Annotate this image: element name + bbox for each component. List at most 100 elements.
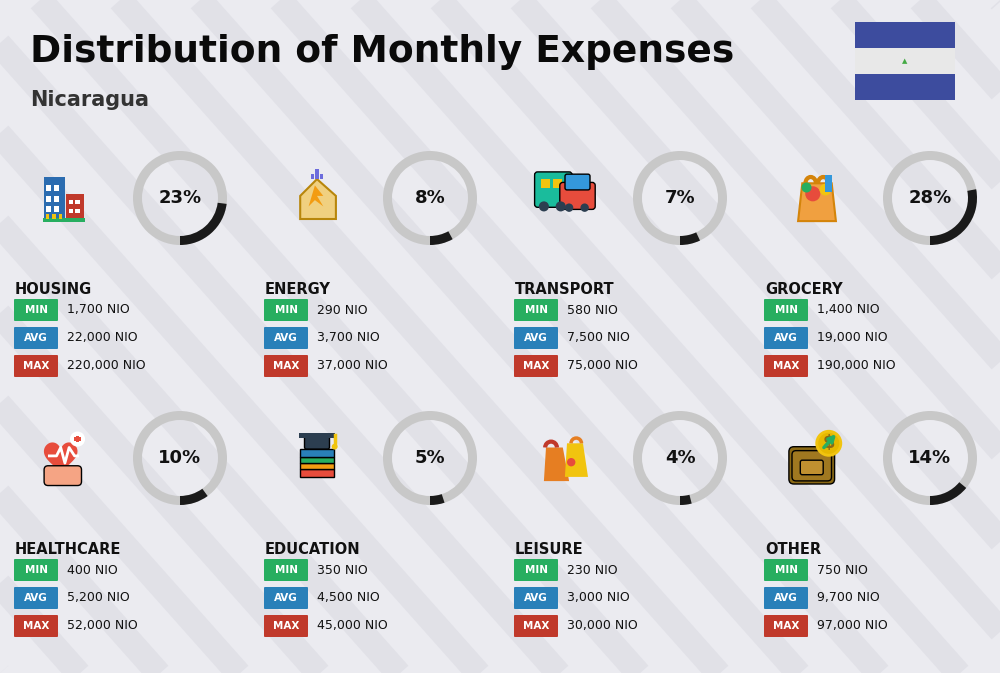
Bar xyxy=(46,207,51,212)
Text: MAX: MAX xyxy=(523,361,549,371)
Text: AVG: AVG xyxy=(24,333,48,343)
FancyBboxPatch shape xyxy=(14,615,58,637)
FancyBboxPatch shape xyxy=(764,299,808,321)
Wedge shape xyxy=(180,203,227,245)
Text: 30,000 NIO: 30,000 NIO xyxy=(567,620,638,633)
FancyBboxPatch shape xyxy=(14,587,58,609)
Text: MIN: MIN xyxy=(24,305,48,315)
Circle shape xyxy=(565,203,573,212)
Bar xyxy=(541,179,550,188)
Text: $: $ xyxy=(823,434,835,452)
Bar xyxy=(52,214,56,219)
Text: 45,000 NIO: 45,000 NIO xyxy=(317,620,388,633)
Bar xyxy=(75,209,80,213)
FancyBboxPatch shape xyxy=(300,449,334,457)
Polygon shape xyxy=(300,179,336,219)
Bar xyxy=(66,194,84,219)
Polygon shape xyxy=(44,442,77,475)
Circle shape xyxy=(801,182,812,192)
Bar xyxy=(320,174,323,178)
Polygon shape xyxy=(544,448,569,481)
Text: MAX: MAX xyxy=(23,621,49,631)
Text: MAX: MAX xyxy=(273,361,299,371)
Bar xyxy=(74,437,81,441)
Text: Nicaragua: Nicaragua xyxy=(30,90,149,110)
Bar xyxy=(43,218,85,222)
Text: 580 NIO: 580 NIO xyxy=(567,304,618,316)
FancyBboxPatch shape xyxy=(514,559,558,581)
Text: MAX: MAX xyxy=(273,621,299,631)
FancyBboxPatch shape xyxy=(514,355,558,377)
FancyBboxPatch shape xyxy=(300,463,334,469)
Text: 350 NIO: 350 NIO xyxy=(317,563,368,577)
Text: ENERGY: ENERGY xyxy=(265,282,331,297)
Text: 5%: 5% xyxy=(415,449,445,467)
FancyBboxPatch shape xyxy=(535,172,572,207)
Bar xyxy=(311,174,314,178)
Wedge shape xyxy=(633,411,727,505)
Text: 3,700 NIO: 3,700 NIO xyxy=(317,332,380,345)
FancyBboxPatch shape xyxy=(264,587,308,609)
Text: AVG: AVG xyxy=(274,593,298,603)
Text: 400 NIO: 400 NIO xyxy=(67,563,118,577)
Bar xyxy=(75,200,80,205)
Bar xyxy=(855,22,955,48)
Bar xyxy=(54,196,59,202)
Bar xyxy=(46,214,49,219)
Text: MAX: MAX xyxy=(523,621,549,631)
Text: AVG: AVG xyxy=(524,593,548,603)
Text: OTHER: OTHER xyxy=(765,542,821,557)
Text: GROCERY: GROCERY xyxy=(765,282,843,297)
Bar xyxy=(825,175,832,192)
Text: 5,200 NIO: 5,200 NIO xyxy=(67,592,130,604)
Text: MIN: MIN xyxy=(774,305,798,315)
Text: HOUSING: HOUSING xyxy=(15,282,92,297)
Text: 9,700 NIO: 9,700 NIO xyxy=(817,592,880,604)
FancyBboxPatch shape xyxy=(560,182,595,209)
FancyBboxPatch shape xyxy=(264,615,308,637)
Text: MAX: MAX xyxy=(23,361,49,371)
Wedge shape xyxy=(430,494,445,505)
Text: MIN: MIN xyxy=(524,305,548,315)
Circle shape xyxy=(332,444,338,450)
Text: 8%: 8% xyxy=(415,189,445,207)
Wedge shape xyxy=(383,151,477,245)
Text: 220,000 NIO: 220,000 NIO xyxy=(67,359,146,372)
Text: 1,700 NIO: 1,700 NIO xyxy=(67,304,130,316)
Polygon shape xyxy=(309,185,323,207)
Text: LEISURE: LEISURE xyxy=(515,542,584,557)
FancyBboxPatch shape xyxy=(44,466,82,485)
Wedge shape xyxy=(680,232,700,245)
Wedge shape xyxy=(180,489,208,505)
FancyBboxPatch shape xyxy=(14,327,58,349)
FancyBboxPatch shape xyxy=(14,355,58,377)
Wedge shape xyxy=(383,411,477,505)
FancyBboxPatch shape xyxy=(514,327,558,349)
Bar xyxy=(69,200,73,205)
Circle shape xyxy=(539,201,549,211)
Bar xyxy=(299,433,335,438)
Wedge shape xyxy=(680,495,692,505)
Text: MAX: MAX xyxy=(773,361,799,371)
Wedge shape xyxy=(930,189,977,245)
Circle shape xyxy=(556,201,566,211)
FancyBboxPatch shape xyxy=(264,355,308,377)
Text: AVG: AVG xyxy=(274,333,298,343)
Text: 37,000 NIO: 37,000 NIO xyxy=(317,359,388,372)
FancyBboxPatch shape xyxy=(514,615,558,637)
Bar xyxy=(315,169,319,179)
Text: AVG: AVG xyxy=(24,593,48,603)
Circle shape xyxy=(70,431,85,447)
Bar xyxy=(855,48,955,74)
Text: EDUCATION: EDUCATION xyxy=(265,542,361,557)
FancyBboxPatch shape xyxy=(565,174,590,190)
Circle shape xyxy=(580,203,589,212)
Text: MIN: MIN xyxy=(274,305,298,315)
Text: 4,500 NIO: 4,500 NIO xyxy=(317,592,380,604)
Text: ▲: ▲ xyxy=(902,58,908,64)
Text: 7%: 7% xyxy=(665,189,695,207)
Text: 19,000 NIO: 19,000 NIO xyxy=(817,332,888,345)
FancyBboxPatch shape xyxy=(764,355,808,377)
Text: MIN: MIN xyxy=(774,565,798,575)
FancyBboxPatch shape xyxy=(264,299,308,321)
